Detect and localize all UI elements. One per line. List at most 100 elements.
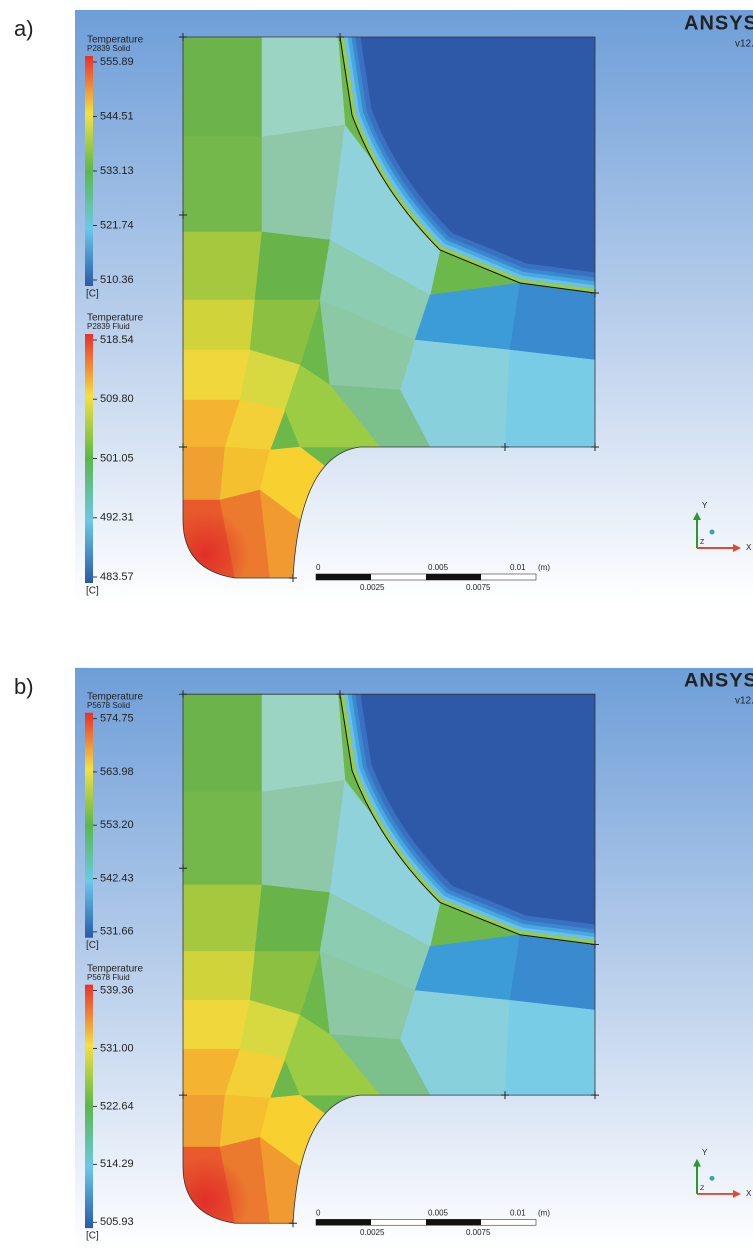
- node-cross: [179, 211, 187, 219]
- legend-tick-label: 555.89: [100, 56, 134, 68]
- mesh-cell: [183, 1000, 251, 1050]
- legend-tick-label: 505.93: [100, 1216, 134, 1228]
- node-cross: [289, 1219, 297, 1228]
- legend-title: Temperature: [87, 692, 144, 703]
- mesh-cell: [259, 1136, 301, 1224]
- mesh-cell: [183, 884, 263, 952]
- scale-unit: (m): [538, 1209, 550, 1218]
- legend-tick-label: 501.05: [100, 452, 134, 464]
- axis-y-head: [693, 512, 701, 520]
- node-cross: [501, 443, 509, 451]
- mesh-cell: [183, 791, 263, 886]
- color-bar: [85, 334, 93, 583]
- scale-label: 0.0075: [466, 1228, 491, 1237]
- axis-x-label: X: [746, 1189, 752, 1198]
- legend-unit: [C]: [86, 1231, 99, 1242]
- axis-x-head: [733, 1190, 741, 1198]
- node-cross: [179, 1091, 187, 1100]
- legend-subtitle: P5678 Solid: [87, 701, 130, 710]
- mesh-cell: [261, 694, 346, 793]
- axis-x-head: [733, 544, 741, 552]
- node-cross: [591, 443, 599, 451]
- legend-subtitle: P2839 Fluid: [87, 322, 130, 331]
- scale-label: 0.0025: [360, 583, 385, 592]
- legend-tick-label: 514.29: [100, 1158, 134, 1170]
- color-bar: [85, 56, 93, 286]
- axis-y-label: Y: [702, 501, 708, 510]
- mesh-cell: [504, 1000, 595, 1096]
- legend-unit: [C]: [86, 940, 99, 951]
- scale-label: 0: [316, 1209, 321, 1218]
- color-bar: [85, 984, 93, 1229]
- legend-tick-label: 563.98: [100, 766, 134, 778]
- node-cross: [179, 33, 187, 41]
- scale-block: [426, 1219, 481, 1226]
- solid-layer: [360, 37, 595, 273]
- axis-z-label: Z: [700, 539, 705, 546]
- legend-tick-label: 531.00: [100, 1042, 134, 1054]
- legend-subtitle: P2839 Solid: [87, 44, 130, 53]
- node-cross: [591, 289, 599, 297]
- legend-title: Temperature: [87, 35, 144, 46]
- legend-tick-label: 542.43: [100, 872, 134, 884]
- scale-label: 0.01: [510, 563, 526, 572]
- logo: ANSYS: [684, 670, 753, 692]
- scale-label: 0.01: [510, 1209, 526, 1218]
- interface-line: [339, 37, 595, 294]
- legend-tick-label: 539.36: [100, 984, 134, 996]
- mesh-cell: [254, 884, 331, 952]
- color-bar: [85, 712, 93, 938]
- axis-y-head: [693, 1158, 701, 1167]
- domain-outline: [182, 36, 596, 579]
- mesh-cell: [183, 349, 251, 401]
- legend-tick-label: 544.51: [100, 110, 134, 122]
- legend-title: Temperature: [87, 313, 144, 324]
- mesh-cell: [183, 231, 263, 301]
- legend-unit: [C]: [86, 289, 99, 300]
- mesh-cell: [183, 446, 226, 501]
- domain-outline: [182, 693, 596, 1224]
- node-cross: [289, 574, 297, 582]
- scale-label: 0.0025: [360, 1228, 385, 1237]
- legend-tick-label: 531.66: [100, 926, 134, 938]
- legend-tick-label: 533.13: [100, 165, 134, 177]
- interface-line: [339, 694, 595, 946]
- node-cross: [591, 940, 599, 949]
- legend-unit: [C]: [86, 586, 99, 597]
- mesh-cell: [259, 489, 301, 578]
- version: v12.1: [735, 696, 753, 707]
- mesh-cell: [509, 282, 595, 361]
- mesh-cell: [183, 951, 256, 1001]
- version: v12.1: [735, 39, 753, 50]
- mesh: [183, 37, 595, 578]
- scale-label: 0: [316, 563, 321, 572]
- mesh-cell: [183, 37, 263, 138]
- mesh-cell: [261, 37, 346, 138]
- scale-label: 0.005: [428, 563, 449, 572]
- legend-tick-label: 553.20: [100, 819, 134, 831]
- node-cross: [501, 1091, 509, 1100]
- legend-tick-label: 483.57: [100, 571, 134, 583]
- node-cross: [336, 33, 344, 41]
- axis-z: [709, 1175, 715, 1181]
- legend-tick-label: 509.80: [100, 393, 134, 405]
- legend-tick-label: 510.36: [100, 274, 134, 286]
- legend-tick-label: 492.31: [100, 512, 134, 524]
- panel-label: a): [14, 16, 34, 41]
- axis-z: [709, 529, 715, 535]
- axis-z-label: Z: [700, 1185, 704, 1192]
- node-cross: [179, 443, 187, 451]
- logo: ANSYS: [684, 12, 753, 34]
- mesh-cell: [504, 349, 595, 448]
- scale-block: [316, 574, 371, 580]
- scale-block: [316, 1219, 371, 1226]
- mesh-cell: [183, 136, 263, 233]
- mesh-cell: [284, 1014, 381, 1096]
- scale-unit: (m): [538, 563, 550, 572]
- mesh-cell: [284, 364, 381, 448]
